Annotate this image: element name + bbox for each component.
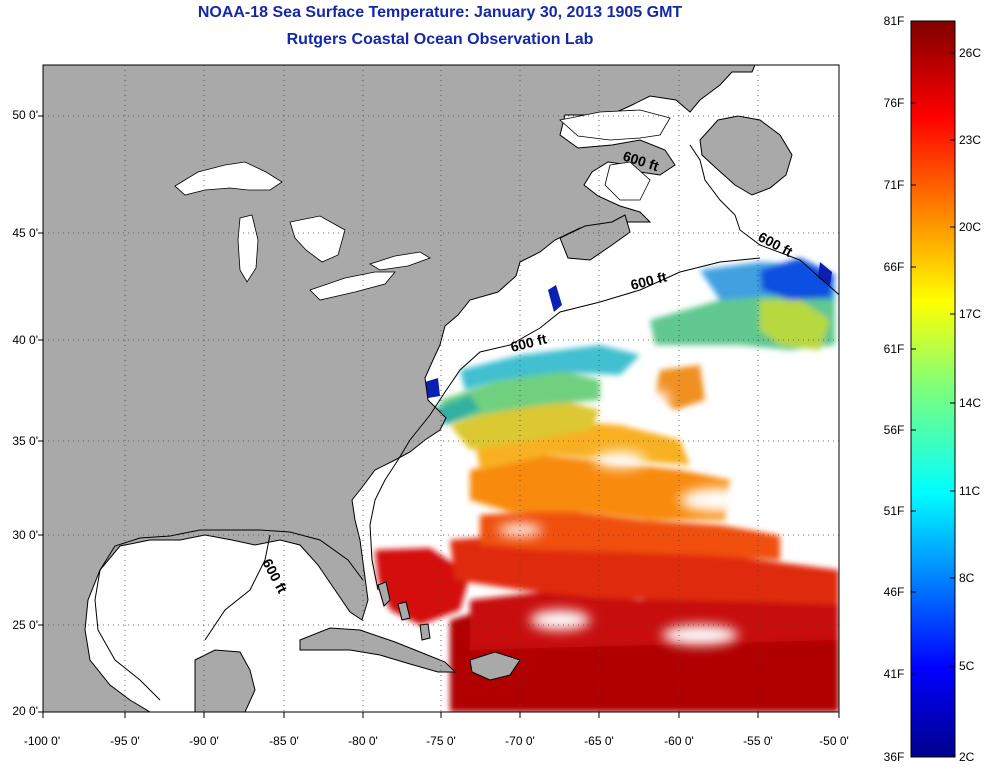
lon-label-70: -70 0' bbox=[505, 734, 535, 748]
lon-label-65: -65 0' bbox=[584, 734, 614, 748]
colorbar-label-23c: 23C bbox=[959, 133, 982, 147]
lon-label-50: -50 0' bbox=[819, 734, 849, 748]
lat-label-25: 25 0' bbox=[12, 618, 38, 632]
colorbar-label-61f: 61F bbox=[883, 342, 905, 356]
colorbar-label-66f: 66F bbox=[883, 260, 905, 274]
lat-label-50: 50 0' bbox=[12, 108, 38, 122]
colorbar bbox=[910, 20, 956, 758]
lon-label-80: -80 0' bbox=[348, 734, 378, 748]
lat-label-30: 30 0' bbox=[12, 528, 38, 542]
lat-label-35: 35 0' bbox=[12, 434, 38, 448]
colorbar-label-26c: 26C bbox=[959, 46, 982, 60]
cloud-gaps bbox=[498, 390, 835, 645]
great-lakes bbox=[174, 109, 671, 301]
colorbar-label-20c: 20C bbox=[959, 220, 982, 234]
colorbar-label-5c: 5C bbox=[959, 659, 975, 673]
lon-label-100: -100 0' bbox=[23, 734, 61, 748]
colorbar-label-17c: 17C bbox=[959, 307, 982, 321]
lon-label-55: -55 0' bbox=[743, 734, 773, 748]
depth-contour bbox=[94, 144, 839, 701]
colorbar-label-36f: 36F bbox=[883, 750, 905, 764]
lat-label-20: 20 0' bbox=[12, 704, 38, 718]
map-subtitle: Rutgers Coastal Ocean Observation Lab bbox=[286, 31, 594, 48]
landmass bbox=[43, 65, 793, 712]
lat-label-40: 40 0' bbox=[12, 333, 38, 347]
colorbar-gradient bbox=[910, 20, 956, 758]
colorbar-label-41f: 41F bbox=[883, 667, 905, 681]
colorbar-label-56f: 56F bbox=[883, 423, 905, 437]
colorbar-label-2c: 2C bbox=[959, 750, 975, 764]
colorbar-label-8c: 8C bbox=[959, 571, 975, 585]
lon-label-60: -60 0' bbox=[664, 734, 694, 748]
lon-label-85: -85 0' bbox=[269, 734, 299, 748]
lon-label-95: -95 0' bbox=[110, 734, 140, 748]
colorbar-label-51f: 51F bbox=[883, 504, 905, 518]
colorbar-label-11c: 11C bbox=[959, 484, 981, 498]
colorbar-label-81f: 81F bbox=[883, 14, 905, 28]
lon-label-90: -90 0' bbox=[189, 734, 219, 748]
colorbar-label-76f: 76F bbox=[883, 96, 905, 110]
map-title: NOAA-18 Sea Surface Temperature: January… bbox=[197, 4, 683, 21]
axis-ticks bbox=[38, 115, 840, 718]
lon-label-75: -75 0' bbox=[426, 734, 456, 748]
colorbar-label-46f: 46F bbox=[883, 585, 905, 599]
colorbar-label-71f: 71F bbox=[883, 178, 905, 192]
lat-label-45: 45 0' bbox=[12, 226, 38, 240]
colorbar-label-14c: 14C bbox=[959, 396, 982, 410]
